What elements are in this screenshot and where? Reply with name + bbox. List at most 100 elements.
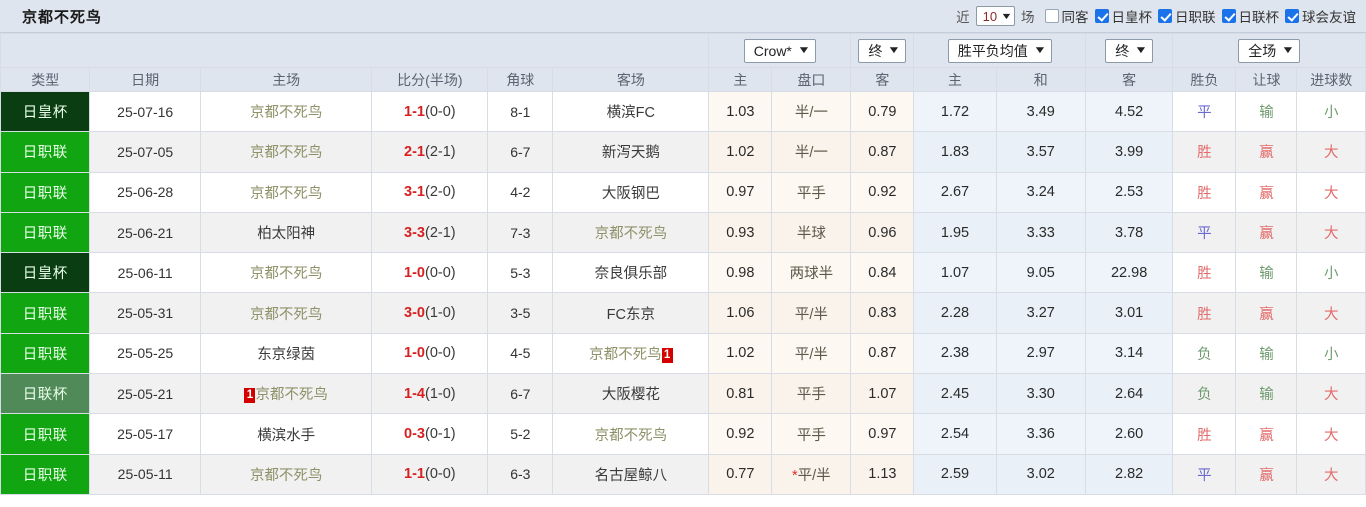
bookmaker-select[interactable]: Crow* ▼ — [743, 38, 816, 63]
col-eu-home[interactable]: 主 — [913, 67, 997, 92]
checkbox-checked-icon — [1285, 9, 1299, 23]
table-row[interactable]: 日职联 25-05-31 京都不死鸟 3-0(1-0) 3-5 FC东京 1.06 平/半 0.… — [0, 292, 1366, 334]
home-team-cell[interactable]: 1 京都不死鸟 — [199, 373, 373, 415]
table-row[interactable]: 日职联 25-05-25 东京绿茵 1-0(0-0) 4-5 京都不死鸟 1 1.02 平/半 0… — [0, 332, 1366, 375]
league-type-cell[interactable]: 日联杯 — [0, 373, 91, 415]
chevron-down-icon: ▼ — [1281, 45, 1296, 56]
team-name: 京都不死鸟 — [249, 306, 323, 323]
score-cell[interactable]: 3-3(2-1) — [371, 211, 489, 254]
col-ah-line[interactable]: 盘口 — [771, 67, 852, 92]
col-date[interactable]: 日期 — [89, 67, 201, 92]
league-type-cell[interactable]: 日职联 — [0, 453, 91, 495]
col-type[interactable]: 类型 — [0, 67, 91, 92]
table-row[interactable]: 日职联 25-05-17 横滨水手 0-3(0-1) 5-2 京都不死鸟 0.92 平手 0.9… — [0, 413, 1366, 455]
away-team-cell[interactable]: 名古屋鲸八 — [552, 453, 710, 495]
home-team-cell[interactable]: 京都不死鸟 — [199, 131, 373, 173]
league-type-cell[interactable]: 日职联 — [0, 292, 91, 334]
league-type-cell[interactable]: 日皇杯 — [0, 90, 91, 133]
score-cell[interactable]: 0-3(0-1) — [371, 413, 489, 455]
away-team-cell[interactable]: 京都不死鸟 — [552, 413, 710, 455]
same-away-checkbox[interactable]: 同客 — [1039, 6, 1089, 26]
col-eu-away[interactable]: 客 — [1084, 67, 1174, 92]
col-res-ou[interactable]: 进球数 — [1296, 67, 1366, 92]
col-eu-draw[interactable]: 和 — [995, 67, 1086, 92]
filter-checkbox-2[interactable]: 日联杯 — [1216, 6, 1279, 26]
league-type-cell[interactable]: 日职联 — [0, 413, 91, 455]
team-name: 京都不死鸟 — [589, 346, 662, 363]
score-cell[interactable]: 2-1(2-1) — [371, 131, 489, 173]
ah-line-cell: *平/半 — [771, 453, 852, 495]
result-handicap-cell: 赢 — [1235, 211, 1298, 254]
eu-type-select[interactable]: 胜平负均值 ▼ — [947, 38, 1052, 63]
filter-checkbox-0[interactable]: 日皇杯 — [1089, 6, 1152, 26]
chevron-down-icon: ▼ — [1134, 45, 1149, 56]
home-team-cell[interactable]: 京都不死鸟 — [199, 90, 373, 133]
table-row[interactable]: 日职联 25-06-28 京都不死鸟 3-1(2-0) 4-2 大阪钢巴 0.97 平手 0.9… — [0, 171, 1366, 213]
table-row[interactable]: 日职联 25-07-05 京都不死鸟 2-1(2-1) 6-7 新泻天鹅 1.02 半/一 0.… — [0, 131, 1366, 173]
league-type-cell[interactable]: 日职联 — [0, 171, 91, 213]
away-team-cell[interactable]: 京都不死鸟 — [552, 211, 710, 254]
away-team-cell[interactable]: 横滨FC — [552, 90, 710, 133]
home-team-cell[interactable]: 京都不死鸟 — [199, 171, 373, 213]
away-team-cell[interactable]: 大阪樱花 — [552, 373, 710, 415]
scope-cell: 全场 ▼ — [1172, 33, 1366, 68]
score-cell[interactable]: 3-1(2-0) — [371, 171, 489, 213]
league-type-cell[interactable]: 日职联 — [0, 131, 91, 173]
eu-home-odds-cell: 2.45 — [913, 373, 997, 415]
result-overunder-cell: 大 — [1296, 131, 1366, 173]
away-team-cell[interactable]: 奈良俱乐部 — [552, 252, 710, 294]
score-cell[interactable]: 1-1(0-0) — [371, 90, 489, 133]
score-cell[interactable]: 3-0(1-0) — [371, 292, 489, 334]
filter-label-1: 日职联 — [1175, 10, 1216, 25]
away-team-cell[interactable]: 新泻天鹅 — [552, 131, 710, 173]
home-team-cell[interactable]: 京都不死鸟 — [199, 252, 373, 294]
col-res-ah[interactable]: 让球 — [1235, 67, 1298, 92]
home-team-cell[interactable]: 横滨水手 — [199, 413, 373, 455]
corner-cell: 6-3 — [487, 453, 554, 495]
col-score[interactable]: 比分(半场) — [371, 67, 489, 92]
match-date-cell: 25-05-21 — [89, 373, 201, 415]
home-team-cell[interactable]: 东京绿茵 — [199, 332, 373, 375]
col-away[interactable]: 客场 — [552, 67, 710, 92]
col-res-wl[interactable]: 胜负 — [1172, 67, 1237, 92]
league-type-cell[interactable]: 日职联 — [0, 332, 91, 375]
page-title: 京都不死鸟 — [22, 8, 103, 26]
fulltime-score: 1-0 — [404, 345, 425, 362]
ah-period-cell: 终 ▼ — [850, 33, 915, 68]
home-team-cell[interactable]: 京都不死鸟 — [199, 453, 373, 495]
filter-checkbox-3[interactable]: 球会友谊 — [1279, 6, 1356, 26]
col-corner[interactable]: 角球 — [487, 67, 554, 92]
eu-period-select[interactable]: 终 ▼ — [1105, 38, 1154, 63]
ah-period-select[interactable]: 终 ▼ — [858, 38, 907, 63]
corner-cell: 5-2 — [487, 413, 554, 455]
table-row[interactable]: 日皇杯 25-07-16 京都不死鸟 1-1(0-0) 8-1 横滨FC 1.03 半/一 0.… — [0, 90, 1366, 133]
col-home[interactable]: 主场 — [199, 67, 373, 92]
score-cell[interactable]: 1-0(0-0) — [371, 332, 489, 375]
filter-checkbox-1[interactable]: 日职联 — [1152, 6, 1216, 26]
score-cell[interactable]: 1-1(0-0) — [371, 453, 489, 495]
score-cell[interactable]: 1-0(0-0) — [371, 252, 489, 294]
away-team-cell[interactable]: 大阪钢巴 — [552, 171, 710, 213]
score-cell[interactable]: 1-4(1-0) — [371, 373, 489, 415]
table-row[interactable]: 日职联 25-05-11 京都不死鸟 1-1(0-0) 6-3 名古屋鲸八 0.77 *平/半… — [0, 453, 1366, 495]
league-type-cell[interactable]: 日皇杯 — [0, 252, 91, 294]
league-type-label: 日皇杯 — [22, 266, 68, 283]
result-overunder-cell: 大 — [1296, 413, 1366, 455]
away-team-cell[interactable]: 京都不死鸟 1 — [552, 332, 710, 375]
league-type-label: 日职联 — [22, 145, 68, 162]
table-row[interactable]: 日职联 25-06-21 柏太阳神 3-3(2-1) 7-3 京都不死鸟 0.93 半球 0.9… — [0, 211, 1366, 254]
home-team-cell[interactable]: 柏太阳神 — [199, 211, 373, 254]
league-type-cell[interactable]: 日职联 — [0, 211, 91, 254]
table-row[interactable]: 日联杯 25-05-21 1 京都不死鸟 1-4(1-0) 6-7 大阪樱花 0.81 平手 1.… — [0, 373, 1366, 415]
scope-select[interactable]: 全场 ▼ — [1238, 38, 1301, 63]
col-ah-away[interactable]: 客 — [850, 67, 915, 92]
table-row[interactable]: 日皇杯 25-06-11 京都不死鸟 1-0(0-0) 5-3 奈良俱乐部 0.98 两球半 0… — [0, 252, 1366, 294]
home-team-cell[interactable]: 京都不死鸟 — [199, 292, 373, 334]
team-name: 京都不死鸟 — [249, 145, 323, 162]
filter-bar: 近 10 ▼ 场 同客 日皇杯 日职联 日联杯 球会友谊 — [952, 6, 1356, 26]
ah-line-cell: 半/一 — [771, 90, 852, 133]
fulltime-score: 3-0 — [404, 305, 425, 322]
recent-count-select[interactable]: 10 ▼ — [975, 6, 1015, 26]
col-ah-home[interactable]: 主 — [708, 67, 773, 92]
away-team-cell[interactable]: FC东京 — [552, 292, 710, 334]
